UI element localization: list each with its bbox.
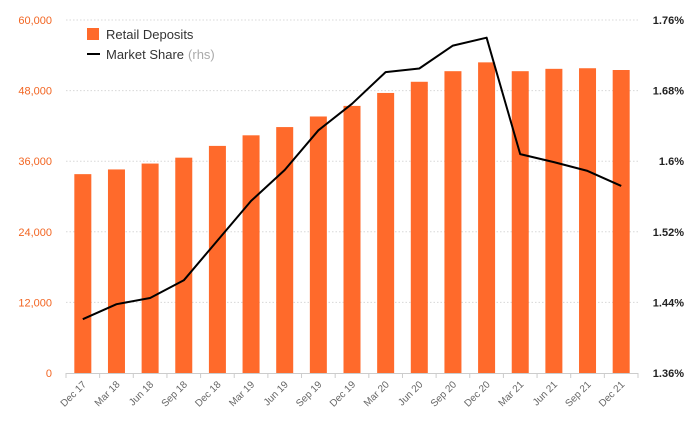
left-axis: 0 12,000 24,000 36,000 48,000 60,000 [18, 15, 52, 380]
x-tick-label: Mar 20 [362, 379, 392, 409]
right-tick-label: 1.36% [653, 368, 684, 380]
left-tick-label: 36,000 [18, 156, 52, 168]
bar-mar-21 [511, 71, 529, 373]
x-axis: Dec 17 Mar 18 Jun 18 Sep 18 Dec 18 Mar 19 Jun … [59, 373, 639, 410]
bar-jun-21 [545, 68, 563, 373]
x-tick-label: Jun 19 [262, 379, 291, 408]
x-tick-label: Sep 19 [294, 379, 324, 409]
right-tick-label: 1.44% [653, 297, 684, 309]
legend-label-market-share-name: Market Share [106, 47, 184, 62]
x-tick-label: Mar 19 [227, 379, 257, 409]
right-tick-label: 1.68% [653, 86, 684, 98]
gridlines [66, 19, 638, 303]
legend-label-retail-deposits: Retail Deposits [106, 27, 194, 42]
left-tick-label: 24,000 [18, 227, 52, 239]
bar-dec-21 [612, 70, 630, 373]
x-tick-label: Dec 19 [328, 379, 358, 409]
right-tick-label: 1.76% [653, 15, 684, 27]
x-tick-label: Sep 18 [160, 379, 190, 409]
bar-sep-18 [175, 157, 193, 373]
bar-jun-18 [141, 163, 159, 373]
legend: Retail Deposits Market Share (rhs) [87, 27, 215, 62]
x-tick-label: Jun 18 [127, 379, 156, 408]
legend-label-market-share-note: (rhs) [188, 47, 215, 62]
x-tick-label: Sep 20 [429, 379, 459, 409]
bar-dec-19 [343, 105, 361, 373]
x-tick-label: Dec 21 [597, 379, 627, 409]
left-tick-label: 0 [46, 368, 52, 380]
bar-series-retail-deposits [74, 62, 630, 374]
bar-jun-20 [410, 81, 428, 374]
bar-mar-20 [377, 92, 395, 373]
x-tick-label: Dec 18 [193, 379, 223, 409]
x-tick-label: Jun 20 [396, 379, 425, 408]
bar-sep-19 [309, 116, 327, 373]
bar-sep-21 [579, 68, 597, 373]
x-tick-label: Dec 20 [463, 379, 493, 409]
bar-mar-18 [107, 169, 125, 373]
bar-mar-19 [242, 135, 260, 373]
line-series-market-share [82, 36, 622, 321]
right-tick-label: 1.52% [653, 227, 684, 239]
bar-dec-20 [478, 62, 496, 374]
bar-jun-19 [276, 127, 294, 374]
bar-sep-20 [444, 71, 462, 373]
left-tick-label: 60,000 [18, 15, 52, 27]
x-tick-label: Jun 21 [531, 379, 560, 408]
x-tick-label: Mar 18 [93, 379, 123, 409]
legend-label-market-share: Market Share (rhs) [106, 47, 215, 62]
x-tick-label: Mar 21 [497, 379, 527, 409]
right-tick-label: 1.6% [659, 156, 684, 168]
x-tick-label: Dec 17 [59, 379, 89, 409]
right-axis: 1.36% 1.44% 1.52% 1.6% 1.68% 1.76% [653, 15, 684, 380]
legend-swatch-retail-deposits [87, 28, 99, 40]
left-tick-label: 48,000 [18, 86, 52, 98]
x-tick-label: Sep 21 [563, 379, 593, 409]
left-tick-label: 12,000 [18, 297, 52, 309]
bar-dec-17 [74, 174, 92, 373]
bar-dec-18 [208, 145, 226, 373]
